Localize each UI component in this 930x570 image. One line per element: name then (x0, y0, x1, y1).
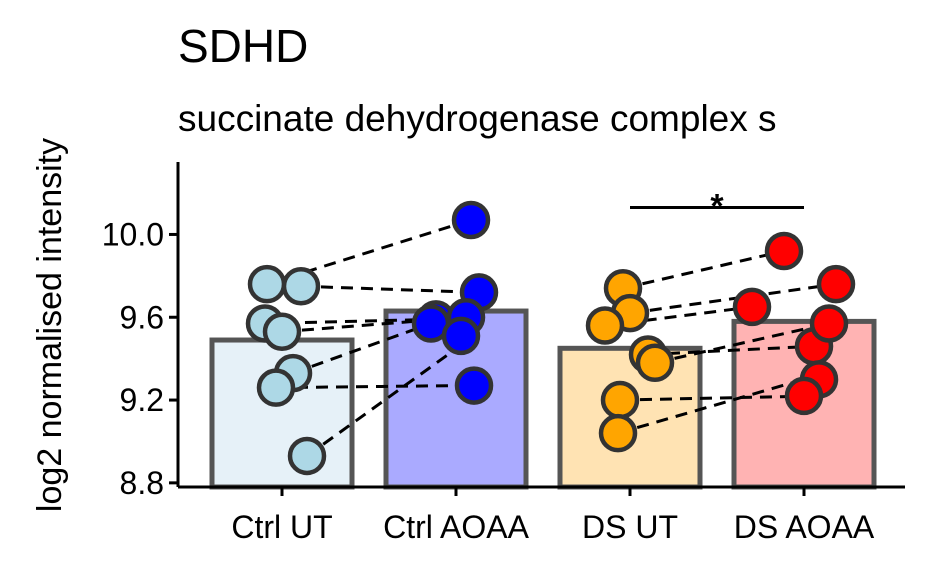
axes-layer: 8.8 9.2 9.6 10.0 Ctrl UT Ctrl AOAA DS UT DS AOA… (102, 162, 905, 545)
pair-line (266, 218, 472, 286)
y-tick-label: 9.2 (120, 382, 164, 418)
data-point (451, 200, 491, 240)
data-point (732, 287, 772, 327)
pair-line (647, 344, 815, 357)
pair-line (300, 284, 480, 294)
data-point (262, 312, 302, 351)
data-point (247, 264, 287, 304)
significance-label: * (710, 188, 724, 226)
data-point (454, 366, 494, 405)
pair-line (617, 377, 805, 435)
pair-line (654, 322, 830, 365)
pair-line (622, 249, 785, 290)
x-tick-label: DS UT (582, 509, 678, 545)
significance-layer: * (630, 188, 804, 226)
pair-line (306, 334, 475, 458)
data-point (635, 343, 675, 383)
y-tick-label: 8.8 (120, 465, 164, 501)
pair-line (275, 384, 462, 390)
pair-line (292, 322, 432, 375)
data-point (585, 306, 625, 345)
data-point (600, 380, 640, 420)
data-point (598, 413, 638, 453)
data-point (281, 266, 321, 306)
data-point (287, 436, 327, 476)
x-tick-label: Ctrl AOAA (383, 509, 529, 545)
y-tick-label: 9.6 (120, 299, 164, 335)
points-layer (245, 200, 856, 476)
data-point (256, 368, 296, 407)
data-point (764, 231, 804, 271)
chart-subtitle: succinate dehydrogenase complex s (178, 98, 777, 139)
x-tick-label: Ctrl UT (231, 509, 332, 545)
data-point (441, 316, 481, 356)
data-point (816, 264, 856, 304)
data-point (784, 376, 824, 416)
bar-ds-ut (557, 345, 703, 490)
pair-line (281, 315, 467, 334)
pair-line (629, 282, 837, 315)
y-axis-label: log2 normalised intensity (31, 138, 69, 512)
x-tick-label: DS AOAA (734, 509, 875, 545)
chart-title: SDHD (178, 20, 308, 72)
data-point (809, 304, 849, 343)
y-tick-label: 10.0 (102, 216, 164, 252)
